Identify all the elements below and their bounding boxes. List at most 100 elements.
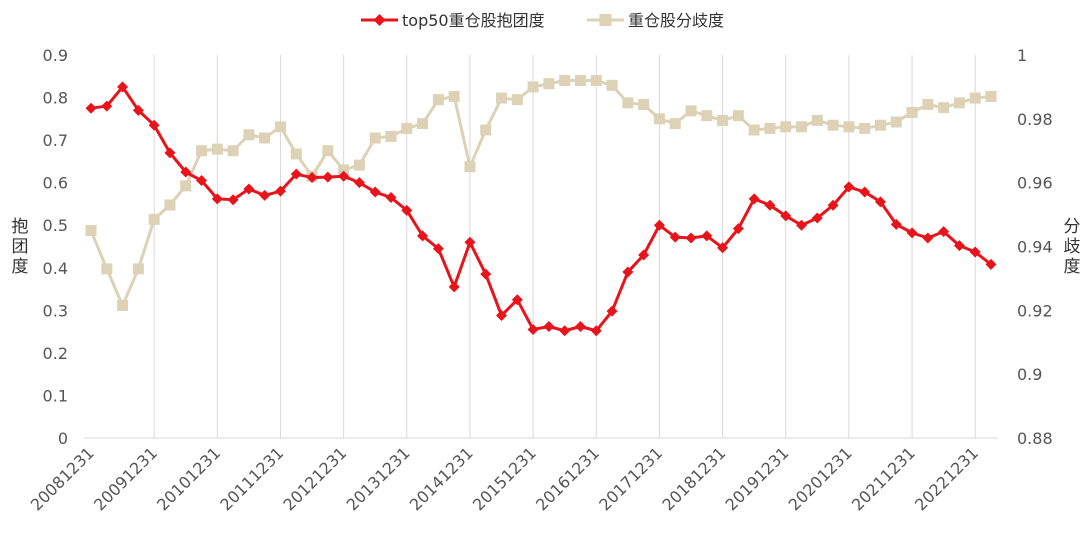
left-y-tick-label: 0.5 [43, 216, 68, 235]
series-2-point [622, 97, 634, 109]
series-2-point [953, 97, 965, 109]
series-2-point [574, 75, 586, 87]
series-2-point [843, 121, 855, 133]
x-tick-label: 20101231 [153, 443, 224, 514]
series-1-point [985, 258, 997, 270]
series-2-point [290, 148, 302, 160]
x-axis-ticks: 2008123120091231201012312011123120121231… [27, 443, 982, 514]
series-1-line [90, 85, 992, 333]
right-y-axis-title: 分歧度 [1064, 217, 1081, 277]
series-1-point [322, 171, 334, 183]
series-1-point [811, 212, 823, 224]
series-2-point [338, 164, 350, 176]
right-y-tick-label: 0.98 [1017, 110, 1053, 129]
series-2-point [559, 75, 571, 87]
series-1-point [464, 236, 476, 248]
series-1-point [843, 181, 855, 193]
series-2-point [590, 75, 602, 87]
series-1-point [685, 232, 697, 244]
legend-item-series-1[interactable]: top50重仓股抱团度 [361, 11, 545, 30]
series-1-point [196, 175, 208, 187]
axis-title-char: 抱 [12, 217, 29, 237]
series-1-point [448, 281, 460, 293]
series-1-point [290, 168, 302, 180]
series-1-point [574, 321, 586, 333]
axis-title-char: 歧 [1064, 237, 1081, 257]
series-2-point [164, 199, 176, 211]
series-1-point [132, 104, 144, 116]
series-1-point [101, 100, 113, 112]
series-2-point [859, 122, 871, 134]
series-2-point [701, 110, 713, 122]
legend-label-series-1: top50重仓股抱团度 [402, 11, 545, 30]
series-1-point [701, 230, 713, 242]
series-1-point [432, 243, 444, 255]
series-1-point [338, 170, 350, 182]
right-y-tick-label: 0.96 [1017, 174, 1053, 193]
series-2-point [511, 94, 523, 106]
x-tick-label: 20221231 [911, 443, 982, 514]
series-2-point [638, 98, 650, 110]
legend-marker-series-1 [373, 14, 386, 26]
series-2-point [132, 263, 144, 275]
series-2-point [274, 121, 286, 133]
series-1-point [85, 102, 97, 114]
series-1-point [353, 177, 365, 189]
right-y-tick-label: 1 [1017, 46, 1027, 65]
series-1-point [796, 219, 808, 231]
series-1-point [306, 172, 318, 184]
series-1-point [953, 240, 965, 252]
series-2-point [685, 105, 697, 117]
series-1-point [859, 186, 871, 198]
series-2-point [211, 143, 223, 155]
series-2-point [353, 159, 365, 171]
x-tick-label: 20141231 [406, 443, 477, 514]
series-2-point [196, 145, 208, 157]
series-1-point [638, 249, 650, 261]
left-y-tick-label: 0.1 [43, 386, 68, 405]
axis-title-char: 分 [1064, 217, 1081, 237]
series-1-point [148, 119, 160, 131]
series-1-point [969, 246, 981, 258]
x-tick-label: 20201231 [785, 443, 856, 514]
series-2-point [906, 106, 918, 118]
series-2-point [748, 124, 760, 136]
series-2-point [543, 78, 555, 90]
legend-item-series-2[interactable]: 重仓股分歧度 [587, 11, 724, 30]
series-2-point [922, 98, 934, 110]
right-y-tick-label: 0.92 [1017, 301, 1053, 320]
axis-title-char: 团 [12, 237, 29, 257]
x-tick-label: 20081231 [27, 443, 98, 514]
series-1-point [732, 223, 744, 235]
series [85, 75, 997, 337]
series-2-point [811, 114, 823, 126]
axis-title-char: 度 [12, 257, 29, 277]
series-1-point [590, 325, 602, 337]
left-y-tick-label: 0.4 [43, 259, 68, 278]
series-2-point [969, 92, 981, 104]
series-2-point [527, 81, 539, 93]
series-1-point [259, 189, 271, 201]
x-tick-label: 20161231 [532, 443, 603, 514]
series-1-point [401, 204, 413, 216]
x-tick-label: 20191231 [722, 443, 793, 514]
series-1-point [117, 81, 129, 93]
series-2-point [85, 225, 97, 237]
vertical-gridlines [153, 55, 976, 438]
series-1-point [543, 321, 555, 333]
left-y-axis-title: 抱团度 [12, 217, 29, 277]
right-y-tick-label: 0.9 [1017, 365, 1042, 384]
series-2-point [669, 118, 681, 130]
series-2-line [89, 79, 992, 308]
series-2-point [653, 113, 665, 125]
series-2-point [480, 124, 492, 136]
series-2-point [322, 145, 334, 157]
series-2-point [117, 300, 129, 312]
series-1-point [938, 226, 950, 238]
series-2-point [780, 121, 792, 133]
left-y-tick-label: 0 [58, 429, 68, 448]
right-y-axis-ticks: 0.88 0.9 0.92 0.94 0.96 0.98 1 [1017, 46, 1053, 448]
series-1-point [164, 147, 176, 159]
